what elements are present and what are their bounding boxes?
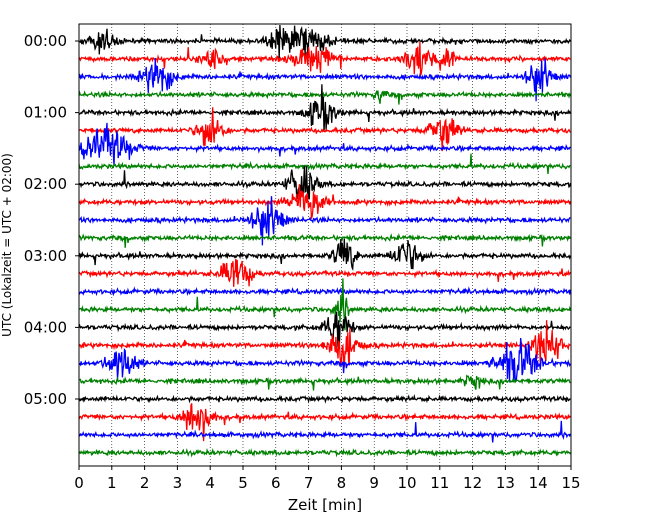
x-tick-label: 5 bbox=[238, 474, 248, 492]
trace-20 bbox=[78, 393, 571, 404]
trace-8 bbox=[78, 166, 572, 200]
x-tick-label: 0 bbox=[74, 474, 84, 492]
x-tick-label: 9 bbox=[369, 474, 379, 492]
x-tick-label: 3 bbox=[173, 474, 183, 492]
y-tick-label: 00:00 bbox=[24, 32, 67, 50]
y-tick-label: 05:00 bbox=[24, 390, 67, 408]
trace-18 bbox=[78, 337, 571, 383]
trace-15 bbox=[78, 278, 572, 331]
trace-3 bbox=[78, 89, 572, 105]
trace-23 bbox=[78, 447, 571, 458]
trace-0 bbox=[78, 24, 571, 60]
y-tick-label: 01:00 bbox=[24, 104, 67, 122]
trace-22 bbox=[78, 420, 572, 443]
x-tick-label: 2 bbox=[140, 474, 150, 492]
plot-frame bbox=[78, 23, 572, 467]
trace-10 bbox=[78, 196, 571, 246]
trace-14 bbox=[78, 286, 572, 297]
x-tick-label: 7 bbox=[304, 474, 314, 492]
trace-2 bbox=[78, 58, 572, 102]
x-tick-label: 4 bbox=[205, 474, 215, 492]
trace-9 bbox=[78, 184, 572, 221]
x-axis-label: Zeit [min] bbox=[288, 496, 362, 514]
x-tick-label: 11 bbox=[430, 474, 449, 492]
x-tick-label: 13 bbox=[496, 474, 515, 492]
trace-19 bbox=[78, 374, 571, 391]
trace-12 bbox=[78, 238, 572, 272]
x-axis-ticks: 0 1 2 3 4 5 6 7 8 9 10 11 12 13 14 15 bbox=[74, 466, 581, 492]
trace-16 bbox=[78, 311, 571, 348]
y-tick-label: 04:00 bbox=[24, 318, 67, 336]
trace-17 bbox=[78, 320, 571, 368]
x-tick-label: 12 bbox=[463, 474, 482, 492]
x-tick-label: 14 bbox=[529, 474, 548, 492]
y-tick-label: 03:00 bbox=[24, 247, 67, 265]
trace-1 bbox=[78, 41, 571, 76]
y-tick-label: 02:00 bbox=[24, 175, 67, 193]
x-tick-label: 15 bbox=[561, 474, 580, 492]
trace-11 bbox=[78, 233, 571, 248]
trace-6 bbox=[78, 122, 571, 167]
trace-21 bbox=[78, 403, 571, 442]
x-tick-label: 1 bbox=[107, 474, 117, 492]
trace-4 bbox=[78, 84, 572, 132]
trace-13 bbox=[78, 258, 571, 287]
trace-7 bbox=[78, 153, 571, 175]
seismic-traces bbox=[78, 24, 572, 458]
y-axis-ticks: 00:00 01:00 02:00 03:00 04:00 05:00 bbox=[24, 32, 79, 408]
y-axis-label: UTC (Lokalzeit = UTC + 02:00) bbox=[0, 153, 14, 337]
x-tick-label: 8 bbox=[337, 474, 347, 492]
trace-5 bbox=[78, 107, 571, 152]
x-tick-label: 10 bbox=[397, 474, 416, 492]
x-tick-label: 6 bbox=[271, 474, 281, 492]
